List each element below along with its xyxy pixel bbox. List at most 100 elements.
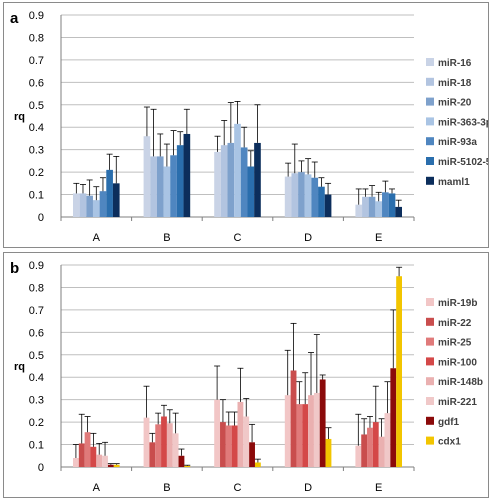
chart-b-bar bbox=[214, 399, 221, 467]
chart-b-bar bbox=[78, 443, 85, 467]
chart-b-bar bbox=[396, 276, 402, 467]
chart-a-bar bbox=[254, 142, 261, 217]
chart-b-bar bbox=[325, 438, 332, 467]
chart-b-category-label: E bbox=[375, 482, 382, 494]
chart-a-bar bbox=[355, 204, 363, 217]
chart-b-bar bbox=[231, 425, 238, 467]
chart-b-category-label: D bbox=[304, 482, 312, 494]
chart-b-bar bbox=[184, 465, 191, 467]
chart-a-bar bbox=[150, 156, 157, 217]
chart-b-bar bbox=[220, 422, 226, 467]
chart-a-category-label: E bbox=[375, 232, 382, 244]
chart-a-bar bbox=[291, 173, 299, 217]
chart-b-bar bbox=[243, 416, 250, 467]
chart-a-panel-letter: a bbox=[10, 10, 19, 27]
chart-b-bar bbox=[107, 464, 114, 467]
chart-b-ytick-label: 0 bbox=[38, 462, 44, 474]
chart-a-svg: a 0 0.1 0.2 0.3 0.4 0.5 0.6 0.7 0.8 0.9 rq A B C D EmiR-… bbox=[10, 10, 488, 244]
chart-a-bar bbox=[176, 145, 184, 217]
chart-a-bar bbox=[99, 191, 107, 217]
chart-b-ytick-label: 0.3 bbox=[29, 395, 44, 407]
chart-a-legend-label: miR-16 bbox=[438, 58, 472, 69]
chart-b-bar bbox=[355, 445, 362, 467]
chart-a-bar bbox=[240, 147, 248, 217]
chart-b-bar bbox=[96, 454, 103, 467]
chart-b-bar bbox=[284, 395, 291, 467]
chart-b-bar bbox=[225, 425, 232, 467]
chart-b-bar bbox=[113, 464, 120, 467]
chart-a-ytick-label: 0.1 bbox=[29, 190, 44, 202]
chart-a-y-axis-label: rq bbox=[14, 111, 25, 123]
chart-b-legend-label: gdf1 bbox=[438, 417, 460, 428]
chart-b-legend-swatch bbox=[426, 416, 434, 425]
chart-b-bar bbox=[384, 413, 391, 467]
chart-a-bar bbox=[227, 142, 235, 217]
chart-b-bar bbox=[149, 442, 156, 467]
chart-a-bar bbox=[362, 196, 369, 217]
chart-a-bar bbox=[106, 169, 113, 217]
chart-a-legend-label: miR-20 bbox=[438, 98, 472, 109]
chart-b-bar bbox=[296, 404, 303, 467]
chart-a-bar bbox=[368, 196, 376, 217]
chart-a-ytick-label: 0.8 bbox=[29, 32, 44, 44]
chart-b-legend-label: cdx1 bbox=[438, 437, 461, 448]
chart-b-bar bbox=[302, 404, 309, 467]
chart-a-ytick-label: 0.9 bbox=[29, 10, 44, 22]
chart-a-bar bbox=[156, 156, 164, 217]
chart-b-svg: b 0 0.1 0.2 0.3 0.4 0.5 0.6 0.7 0.8 0.9 rq A B C D EmiR-… bbox=[10, 260, 483, 494]
chart-a-bar bbox=[284, 176, 292, 217]
chart-b-ytick-label: 0.9 bbox=[29, 260, 44, 272]
chart-a-ytick-label: 0.5 bbox=[29, 100, 44, 112]
chart-b-bar bbox=[378, 436, 385, 467]
chart-b-legend-swatch bbox=[426, 337, 434, 346]
chart-a-bar bbox=[318, 186, 325, 217]
chart-b-bar bbox=[372, 422, 379, 467]
chart-a-legend-label: miR-5102-5p bbox=[438, 157, 488, 168]
chart-b-bar bbox=[161, 416, 167, 467]
chart-b-bar bbox=[254, 462, 261, 467]
chart-b-bar bbox=[143, 417, 150, 467]
chart-b-ytick-label: 0.4 bbox=[29, 372, 44, 384]
chart-b-legend-label: miR-19b bbox=[438, 298, 477, 309]
chart-b-ytick-label: 0.8 bbox=[29, 282, 44, 294]
chart-a-ytick-label: 0 bbox=[38, 212, 44, 224]
chart-a-legend-swatch bbox=[426, 137, 434, 146]
chart-b-panel-letter: b bbox=[10, 260, 19, 277]
chart-a-ytick-label: 0.4 bbox=[29, 122, 44, 134]
chart-b-legend-label: miR-22 bbox=[438, 318, 472, 329]
chart-b-ytick-label: 0.5 bbox=[29, 350, 44, 362]
chart-a-legend-swatch bbox=[426, 77, 434, 86]
chart-a-bar bbox=[92, 200, 100, 217]
chart-b-legend-label: miR-221 bbox=[438, 397, 477, 408]
chart-a-ytick-label: 0.2 bbox=[29, 167, 44, 179]
chart-a-bar bbox=[382, 192, 389, 217]
chart-a-legend-label: miR-363-3p bbox=[438, 117, 488, 128]
chart-a-bar bbox=[79, 193, 87, 217]
chart-b-bar bbox=[84, 432, 91, 467]
chart-a-bar bbox=[220, 145, 228, 217]
chart-a-ytick-label: 0.6 bbox=[29, 77, 44, 89]
chart-a-legend-swatch bbox=[426, 97, 434, 106]
chart-a-bar bbox=[395, 206, 402, 217]
chart-b-legend-swatch bbox=[426, 317, 434, 326]
chart-a-legend-label: miR-18 bbox=[438, 78, 472, 89]
chart-a-bar bbox=[388, 193, 396, 217]
chart-a-bar bbox=[73, 193, 80, 217]
chart-b-bar bbox=[172, 433, 179, 467]
chart-a-legend-label: miR-93a bbox=[438, 137, 477, 148]
chart-a-bar bbox=[375, 201, 383, 217]
chart-a-legend-swatch bbox=[426, 117, 434, 126]
chart-a-bar bbox=[234, 123, 241, 217]
chart-a-bar bbox=[311, 177, 319, 217]
chart-b-bar bbox=[90, 446, 97, 467]
chart-a-bar bbox=[112, 183, 120, 217]
chart-b-bar bbox=[367, 427, 373, 467]
chart-b-legend-swatch bbox=[426, 377, 434, 386]
chart-b-bar bbox=[249, 442, 255, 467]
chart-b-bar bbox=[73, 458, 79, 467]
chart-b-bar bbox=[319, 379, 326, 467]
chart-b-legend-swatch bbox=[426, 357, 434, 366]
chart-b-bar bbox=[308, 395, 314, 467]
chart-a-bar bbox=[170, 155, 177, 217]
